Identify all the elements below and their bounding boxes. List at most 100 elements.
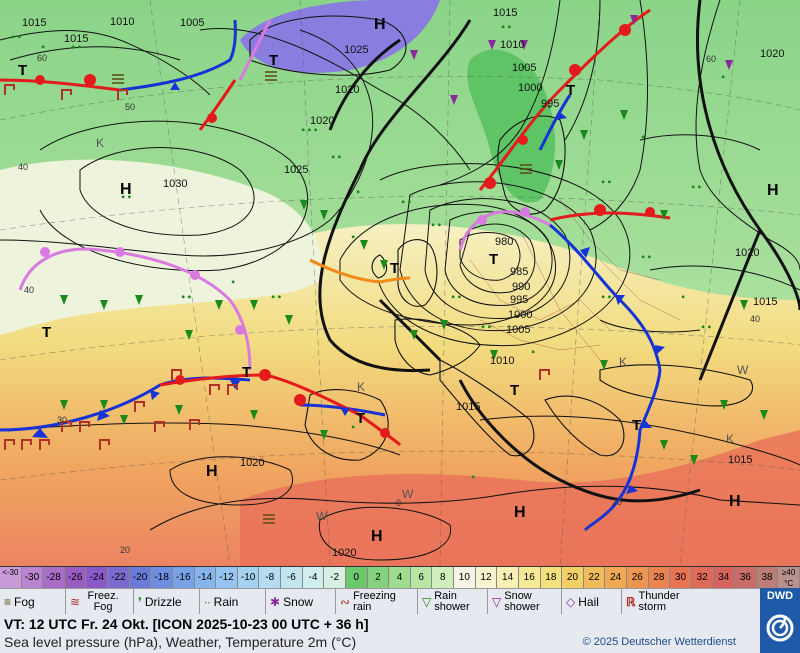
isobar-label: 995 xyxy=(541,98,559,110)
isobar-label: 1015 xyxy=(753,296,777,308)
temperature-scale-cell: -18 xyxy=(151,567,173,589)
svg-text:∙∙: ∙∙ xyxy=(180,292,193,303)
cold-air-label: K xyxy=(357,380,365,394)
low-pressure-centers: T T T T T T T T T T xyxy=(18,52,641,434)
temperature-scale-cell: -10 xyxy=(237,567,260,589)
temperature-scale-cell: 34 xyxy=(713,567,736,589)
troughs xyxy=(318,0,800,503)
legend-freezing-fog-label: Freez. Fog xyxy=(87,590,119,613)
temperature-scale-cell: -30 xyxy=(21,567,44,589)
svg-text:∙: ∙ xyxy=(640,132,646,143)
temperature-scale-cell: 14 xyxy=(497,567,519,589)
isobar-label: 1020 xyxy=(760,48,784,60)
low-pressure-center: T xyxy=(356,410,365,427)
svg-text:∙: ∙ xyxy=(230,277,236,288)
weather-legend: ≡ Fog ≋ Freez. Fog ❜ Drizzle ∙∙ Rain ✱ S… xyxy=(0,588,760,616)
svg-text:∙∙: ∙∙ xyxy=(10,32,23,43)
temperature-scale-cell: -26 xyxy=(64,567,87,589)
isobar-label: 1020 xyxy=(332,547,356,559)
svg-text:∙∙: ∙∙ xyxy=(500,22,513,33)
low-pressure-center: T xyxy=(390,260,399,277)
snow-shower-symbols xyxy=(410,15,733,105)
graticule xyxy=(0,0,800,566)
svg-text:∙: ∙ xyxy=(720,72,726,83)
svg-text:∙∙: ∙∙ xyxy=(330,152,343,163)
isobar-label: 1030 xyxy=(163,178,187,190)
temperature-warm-zone xyxy=(0,224,800,566)
temperature-scale-cell: -16 xyxy=(172,567,195,589)
temperature-scale-cell: -20 xyxy=(129,567,152,589)
low-pressure-center: T xyxy=(269,52,278,69)
graticule-label: 0 xyxy=(396,498,401,508)
legend-freezing-rain-label: Freezing rain xyxy=(353,590,396,613)
legend-thunderstorm: ℝ Thunder storm xyxy=(622,589,760,615)
graticule-label: 30 xyxy=(57,415,67,425)
svg-text:∙: ∙ xyxy=(40,42,46,53)
svg-text:∙∙∙: ∙∙∙ xyxy=(300,125,319,136)
legend-thunderstorm-label: Thunder storm xyxy=(638,590,680,613)
legend-rain-shower: ▽ Rain shower xyxy=(418,589,488,615)
isobar-label: 1000 xyxy=(518,82,542,94)
weather-map: ∙∙ ∙ ∙∙ ∙∙∙ ∙∙ ∙ ∙∙ ∙ ∙∙ ∙∙ ∙ ∙∙ ∙∙ ∙ ∙∙ ∙∙ ∙ ∙∙ ∙∙ ∙… xyxy=(0,0,800,566)
map-footer: VT: 12 UTC Fr. 24 Okt. [ICON 2025-10-23 … xyxy=(0,614,760,653)
drizzle-icon: ❜ xyxy=(138,595,142,609)
valid-time: VT: 12 UTC Fr. 24 Okt. [ICON 2025-10-23 … xyxy=(4,616,369,632)
temperature-scale-cell: -8 xyxy=(259,567,282,589)
isobar-label: 1010 xyxy=(490,355,514,367)
temperature-scale-cell: 16 xyxy=(518,567,541,589)
temperature-scale-cell: 26 xyxy=(627,567,649,589)
isobar-label: 1020 xyxy=(240,457,264,469)
isobar-label: 1020 xyxy=(335,84,359,96)
isobar-label: 1010 xyxy=(110,16,134,28)
shower-symbols xyxy=(60,110,768,465)
low-pressure-center: T xyxy=(566,82,575,99)
legend-rain: ∙∙ Rain xyxy=(200,589,266,615)
isobar-label: 1015 xyxy=(728,454,752,466)
svg-text:∙: ∙ xyxy=(680,292,686,303)
high-pressure-center: H xyxy=(374,16,386,33)
map-parameters: Sea level pressure (hPa), Weather, Tempe… xyxy=(4,634,357,650)
legend-rain-shower-label: Rain shower xyxy=(434,590,470,613)
isobar-label: 995 xyxy=(510,294,528,306)
temperature-scale-cell: 38 xyxy=(756,567,779,589)
rain-shower-icon: ▽ xyxy=(422,595,432,609)
low-pressure-center: T xyxy=(510,382,519,399)
rain-icon: ∙∙ xyxy=(204,595,211,609)
hail-icon: ◇ xyxy=(566,595,576,609)
svg-text:∙: ∙ xyxy=(350,422,356,433)
legend-freezing-rain: ∾ Freezing rain xyxy=(336,589,418,615)
copyright: © 2025 Deutscher Wetterdienst xyxy=(582,636,736,648)
dwd-logo[interactable]: DWD xyxy=(760,588,800,653)
temperature-scale-cell: -28 xyxy=(43,567,65,589)
isobars xyxy=(0,0,800,561)
temperature-scale-cell: 4 xyxy=(389,567,411,589)
temperature-scale-cell: 8 xyxy=(432,567,455,589)
snow-shower-icon: ▽ xyxy=(492,595,502,609)
graticule-label: 40 xyxy=(750,314,760,324)
svg-text:∙: ∙ xyxy=(470,472,476,483)
isobar-label: 1005 xyxy=(512,62,536,74)
graticule-label: 20 xyxy=(612,497,622,507)
front-symbols-occlusion xyxy=(40,207,530,335)
isobar-label: 1005 xyxy=(180,17,204,29)
legend-snow-shower-label: Snow shower xyxy=(504,590,540,613)
isobar-label: 1010 xyxy=(500,39,524,51)
pressure-labels: 1015 1010 1005 1015 1025 1020 1020 1030 … xyxy=(22,7,784,559)
temperature-scale-cell: ≥40 °C xyxy=(778,567,800,589)
temperature-cold-scandinavia xyxy=(467,49,555,203)
isobar-label: 1015 xyxy=(493,7,517,19)
legend-hail-label: Hail xyxy=(578,595,599,609)
freezing-fog-icon: ≋ xyxy=(70,595,81,609)
low-pressure-center: T xyxy=(242,364,251,381)
temperature-scale-cell: 32 xyxy=(691,567,714,589)
country-borders xyxy=(469,199,681,361)
high-pressure-center: H xyxy=(514,504,526,521)
isobar-label: 1015 xyxy=(64,33,88,45)
isobar-label: 1005 xyxy=(506,324,530,336)
svg-text:∙∙: ∙∙ xyxy=(700,322,713,333)
temperature-scale-cell: <-30 xyxy=(0,567,22,589)
svg-text:∙∙: ∙∙ xyxy=(480,322,493,333)
legend-drizzle: ❜ Drizzle xyxy=(134,589,200,615)
legend-snow-shower: ▽ Snow shower xyxy=(488,589,562,615)
temperature-scale-cell: -12 xyxy=(216,567,238,589)
